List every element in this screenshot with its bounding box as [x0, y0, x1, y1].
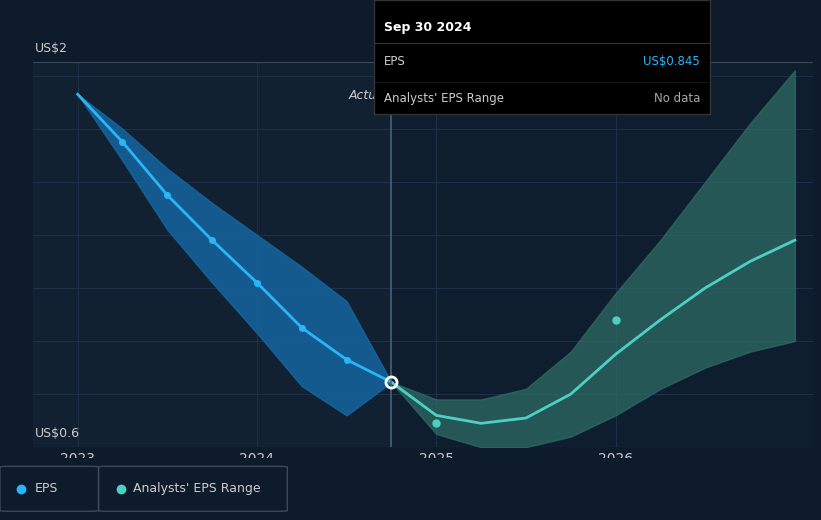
Text: Analysts Forecasts: Analysts Forecasts [399, 89, 516, 102]
Text: EPS: EPS [34, 483, 57, 495]
Text: US$2: US$2 [34, 42, 67, 55]
Text: Analysts' EPS Range: Analysts' EPS Range [383, 92, 503, 105]
Text: Actual: Actual [348, 89, 388, 102]
Text: No data: No data [654, 92, 700, 105]
Text: EPS: EPS [383, 55, 406, 68]
Text: US$0.845: US$0.845 [644, 55, 700, 68]
Text: Sep 30 2024: Sep 30 2024 [383, 21, 471, 34]
Text: US$0.6: US$0.6 [34, 426, 80, 439]
Bar [33, 62, 392, 447]
Text: Analysts' EPS Range: Analysts' EPS Range [133, 483, 260, 495]
